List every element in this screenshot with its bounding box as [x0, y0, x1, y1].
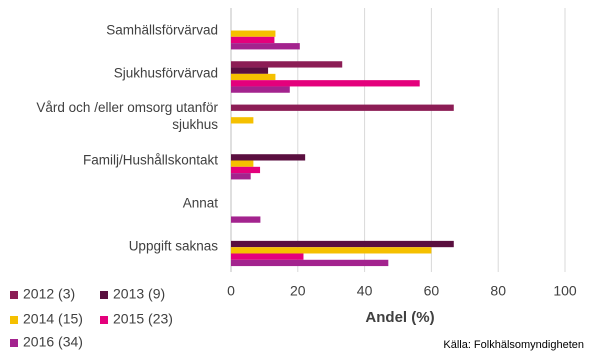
bar — [231, 240, 454, 248]
bar — [231, 154, 306, 161]
bar — [231, 30, 276, 37]
bar — [231, 216, 261, 223]
bar — [231, 104, 454, 111]
bar — [231, 259, 389, 267]
bar — [231, 173, 251, 180]
bar — [231, 67, 269, 74]
bar — [231, 61, 343, 68]
legend-swatch — [10, 316, 18, 324]
category-label: Uppgift saknas — [128, 238, 218, 254]
bar — [231, 166, 261, 174]
x-axis-title: Andel (%) — [365, 309, 434, 326]
legend-label: 2014 (15) — [23, 311, 83, 327]
bar — [231, 86, 290, 93]
legend-label: 2016 (34) — [23, 334, 83, 350]
category-label: Samhällsförvärvad — [106, 22, 218, 38]
bar — [231, 253, 304, 260]
category-label: Sjukhusförvärvad — [113, 65, 218, 81]
category-label: Annat — [182, 195, 218, 211]
x-tick-label: 60 — [424, 283, 440, 299]
x-tick-label: 100 — [553, 283, 577, 299]
bar — [231, 80, 420, 87]
legend-label: 2012 (3) — [23, 286, 75, 302]
bar — [231, 247, 432, 254]
x-tick-label: 0 — [227, 283, 235, 299]
legend-swatch — [100, 291, 108, 299]
bar — [231, 160, 254, 167]
x-tick-label: 80 — [490, 283, 506, 299]
legend-label: 2013 (9) — [113, 286, 165, 302]
bar — [231, 36, 275, 44]
legend-swatch — [10, 291, 18, 299]
category-label: Familj/Hushållskontakt — [82, 152, 218, 168]
bar — [231, 43, 300, 50]
x-tick-label: 20 — [290, 283, 306, 299]
legend-swatch — [10, 339, 18, 347]
category-label: Vård och /eller omsorg utanför sjukhus — [36, 100, 218, 133]
x-tick-label: 40 — [357, 283, 373, 299]
bar — [231, 117, 254, 124]
bar — [231, 73, 276, 81]
legend-swatch — [100, 316, 108, 324]
source: Källa: Folkhälsomyndigheten — [443, 339, 584, 351]
legend-label: 2015 (23) — [113, 311, 173, 327]
